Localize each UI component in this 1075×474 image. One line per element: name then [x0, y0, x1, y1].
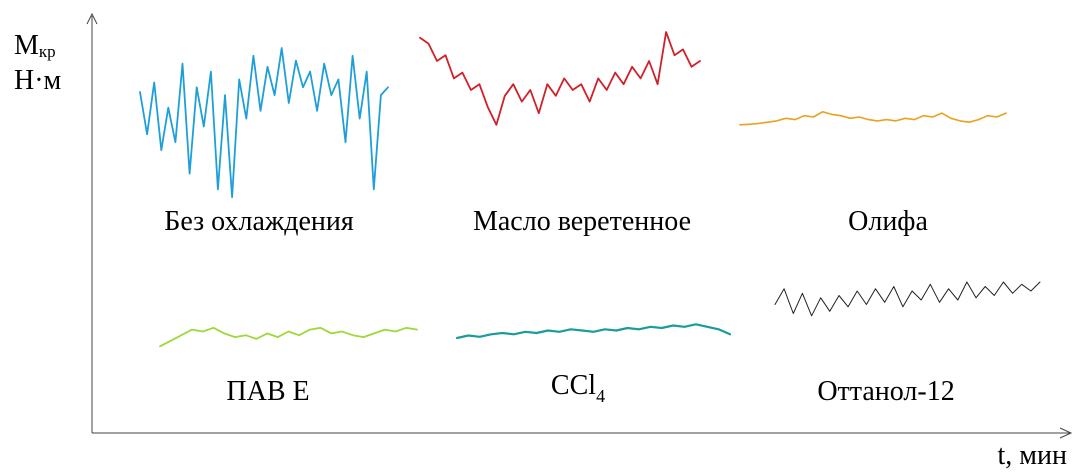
y-axis-label-subscript: кр	[38, 42, 56, 61]
x-axis-label: t, мин	[997, 440, 1067, 471]
series-line-2	[419, 31, 701, 126]
series-line-4	[159, 326, 418, 348]
axes	[86, 12, 1073, 439]
series-caption-ccl4-subscript: 4	[596, 386, 606, 406]
series-caption-pav-e: ПАВ Е	[226, 376, 310, 407]
series-line-1	[139, 47, 389, 199]
y-axis-arrow	[86, 12, 98, 25]
y-axis-label-unit: Н·м	[14, 65, 62, 96]
series-caption-ottanol-12: Оттанол-12	[817, 376, 955, 407]
series-caption-bez-ohlazhdeniya: Без охлаждения	[164, 206, 354, 237]
series-caption-ccl4-main: CCl	[550, 370, 597, 401]
x-axis-arrow	[1059, 427, 1073, 439]
series-caption-maslo-veretennoe: Масло веретенное	[472, 206, 692, 237]
y-axis-label-symbol: М	[14, 30, 39, 61]
series-layer	[139, 31, 1041, 348]
series-caption-olifa: Олифа	[848, 206, 928, 237]
series-line-6	[774, 281, 1041, 317]
series-line-5	[455, 323, 732, 340]
series-line-3	[739, 111, 1007, 126]
series-caption-ccl4: CCl4	[550, 370, 606, 406]
y-axis-label: Мкр Н·м	[14, 28, 61, 98]
